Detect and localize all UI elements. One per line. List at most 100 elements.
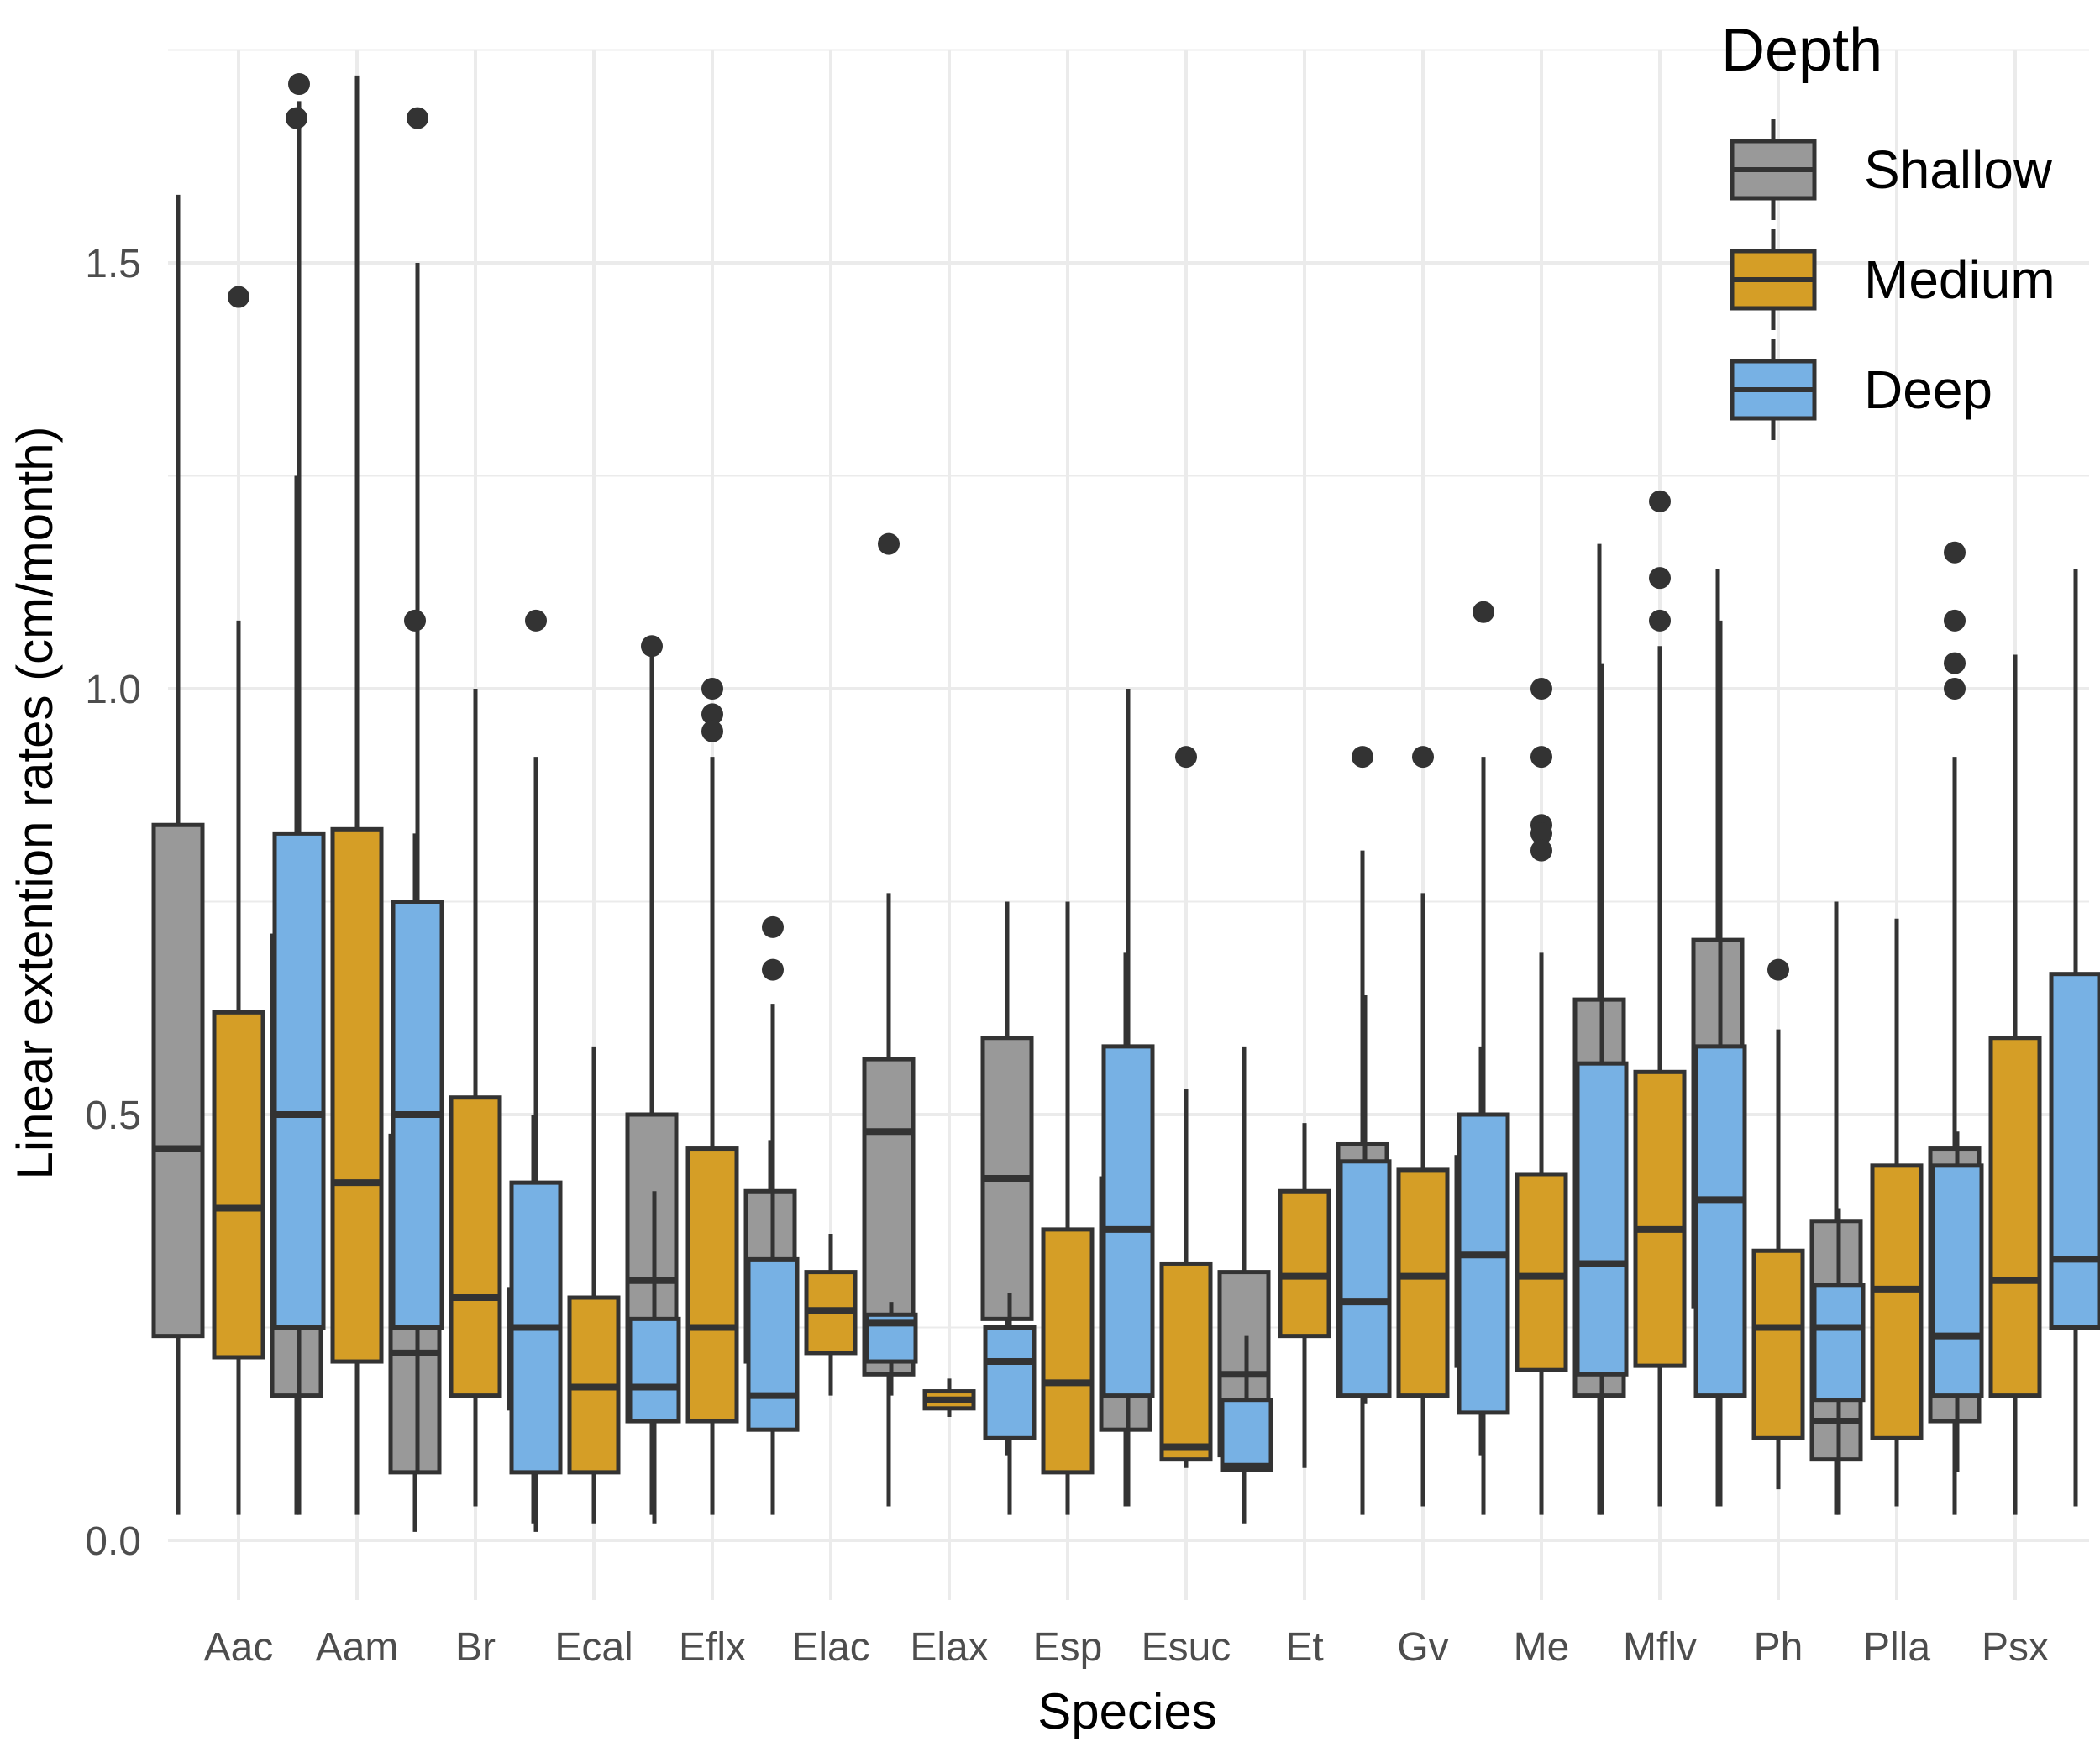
box-medium-me <box>1515 678 1568 1515</box>
outlier-point <box>1649 567 1671 590</box>
box <box>1988 1036 2042 1398</box>
outlier-point <box>1649 490 1671 512</box>
box <box>1693 1044 1747 1398</box>
outlier-point <box>1649 609 1671 632</box>
x-tick-label: Elax <box>910 1625 988 1670</box>
x-tick-label: Aac <box>204 1625 274 1670</box>
outlier-point <box>525 609 547 632</box>
x-tick-label: Me <box>1514 1625 1570 1670</box>
box-medium-esp <box>1041 901 1095 1515</box>
box-deep-gv <box>1457 601 1510 1515</box>
x-tick-label: Aam <box>316 1625 399 1670</box>
box <box>1220 1398 1273 1472</box>
outlier-point <box>1944 609 1966 632</box>
y-axis-title: Linear extention rates (cm/month) <box>7 426 63 1179</box>
outlier-point <box>1530 822 1552 845</box>
box <box>1633 1069 1687 1368</box>
x-tick-label: Plla <box>1863 1625 1930 1670</box>
box <box>1041 1227 1095 1475</box>
box-medium-et <box>1278 1123 1331 1468</box>
box-deep-ecal <box>627 1191 681 1524</box>
x-tick-label: Mflv <box>1623 1625 1697 1670</box>
box-medium-gv <box>1396 746 1450 1507</box>
y-tick-label: 0.5 <box>85 1094 141 1138</box>
x-tick-label: Psx <box>1982 1625 2049 1670</box>
box <box>272 831 326 1330</box>
x-axis-title: Species <box>1037 1683 1216 1739</box>
x-tick-label: Ph <box>1754 1625 1803 1670</box>
box-deep-me <box>1575 663 1629 1515</box>
outlier-point <box>407 107 428 129</box>
y-tick-label: 1.0 <box>85 668 141 712</box>
legend-item-deep: Deep <box>1730 339 1992 440</box>
outlier-point <box>762 958 784 981</box>
outlier-point <box>1944 678 1966 700</box>
x-tick-labels: Aac Aam Br Ecal Eflx Elac Elax Esp Esuc Et Gv Me Mfl… <box>204 1625 2049 1670</box>
box-medium-aam <box>330 75 384 1515</box>
box-medium-aac <box>212 286 265 1515</box>
box-deep-ph <box>1812 1208 1866 1515</box>
box-deep-esuc <box>1220 1335 1273 1472</box>
outlier-point <box>641 635 663 658</box>
legend-label: Medium <box>1864 249 2055 310</box>
box <box>1575 1061 1629 1377</box>
legend-label: Deep <box>1864 359 1992 420</box>
outlier-point <box>762 915 784 938</box>
box <box>212 1010 265 1360</box>
box-medium-elax <box>922 1378 976 1417</box>
outlier-point <box>1767 958 1789 981</box>
outlier-point <box>1352 746 1373 769</box>
box-medium-mflv <box>1633 490 1687 1507</box>
x-tick-label: Gv <box>1397 1625 1448 1670</box>
box-deep-elax <box>983 1293 1037 1515</box>
outlier-point <box>1473 601 1494 623</box>
x-tick-label: Et <box>1285 1625 1323 1670</box>
box-deep-esp <box>1101 689 1155 1507</box>
box-deep-aac <box>272 73 326 1515</box>
outlier-point <box>286 107 307 129</box>
box <box>2049 972 2100 1330</box>
box-medium-eflx <box>685 678 739 1515</box>
legend-label: Shallow <box>1864 139 2053 200</box>
outlier-point <box>228 286 249 308</box>
outlier-point <box>1530 746 1552 769</box>
box <box>1812 1283 1866 1403</box>
outlier-point <box>1530 678 1552 700</box>
box <box>1396 1167 1450 1398</box>
box-medium-esuc <box>1159 746 1213 1468</box>
box-shallow-aac <box>151 194 205 1515</box>
x-tick-label: Esp <box>1033 1625 1103 1670</box>
box-medium-psx <box>1988 654 2042 1515</box>
box <box>685 1146 739 1424</box>
y-tick-label: 0.0 <box>85 1519 141 1564</box>
box-medium-plla <box>1870 918 1924 1507</box>
box-deep-aam <box>391 107 444 1472</box>
legend-item-shallow: Shallow <box>1730 119 2053 220</box>
outlier-point <box>1412 746 1434 769</box>
legend-title: Depth <box>1721 17 1882 84</box>
outlier-point <box>1944 541 1966 564</box>
x-tick-label: Esuc <box>1142 1625 1231 1670</box>
box-deep-psx <box>2049 569 2100 1507</box>
box <box>1159 1261 1213 1462</box>
box-deep-eflx <box>746 915 800 1515</box>
outlier-point <box>701 678 723 700</box>
outlier-point <box>878 532 900 555</box>
box-medium-elac <box>804 1233 858 1396</box>
outlier-point <box>1944 652 1966 674</box>
x-tick-label: Eflx <box>679 1625 746 1670</box>
box <box>330 826 384 1364</box>
x-tick-label: Ecal <box>554 1625 633 1670</box>
box <box>1930 1163 1984 1398</box>
x-tick-label: Elac <box>791 1625 869 1670</box>
box <box>1101 1044 1155 1398</box>
box <box>983 1325 1037 1440</box>
box-medium-ph <box>1751 958 1805 1490</box>
y-tick-labels: 0.0 0.5 1.0 1.5 <box>85 242 141 1564</box>
box <box>1338 1159 1392 1398</box>
box <box>627 1316 681 1424</box>
box-deep-mflv <box>1693 620 1747 1507</box>
box <box>1457 1112 1510 1415</box>
box <box>1870 1163 1924 1440</box>
